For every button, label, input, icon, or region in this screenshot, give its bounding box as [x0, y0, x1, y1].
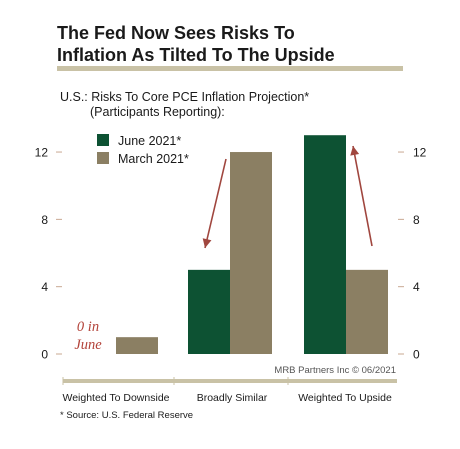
- bar-march-0: [116, 337, 158, 354]
- annotation-line-1: 0 in: [77, 319, 99, 335]
- title-divider: [57, 66, 403, 71]
- y-tick-label-right: 8: [413, 213, 420, 227]
- legend-label: June 2021*: [118, 134, 181, 148]
- arrow-down-head: [202, 238, 212, 248]
- subtitle-line-2: (Participants Reporting):: [90, 105, 225, 119]
- bar-march-1: [230, 152, 272, 354]
- x-tick-label: Weighted To Downside: [62, 392, 169, 404]
- chart-title-line-1: The Fed Now Sees Risks To: [57, 23, 295, 43]
- y-tick-label-left: 12: [35, 146, 49, 160]
- chart-title: The Fed Now Sees Risks To Inflation As T…: [57, 22, 417, 66]
- arrow-up-head: [350, 146, 360, 156]
- chart-subtitle: U.S.: Risks To Core PCE Inflation Projec…: [60, 90, 309, 120]
- bar-june-2: [304, 135, 346, 354]
- x-tick-label: Weighted To Upside: [298, 392, 392, 404]
- y-tick-label-left: 0: [41, 348, 48, 362]
- subtitle-line-1: U.S.: Risks To Core PCE Inflation Projec…: [60, 90, 310, 104]
- chart-title-line-2: Inflation As Tilted To The Upside: [57, 45, 335, 65]
- bar-june-1: [188, 269, 230, 354]
- y-tick-label-left: 4: [41, 280, 48, 294]
- y-tick-label-right: 4: [413, 280, 420, 294]
- y-tick-label-right: 12: [413, 146, 427, 160]
- legend-label: March 2021*: [118, 152, 189, 166]
- legend-swatch: [97, 134, 109, 146]
- bar-march-2: [346, 269, 388, 354]
- y-tick-label-left: 8: [41, 213, 48, 227]
- y-tick-label-right: 0: [413, 348, 420, 362]
- chart-credit: MRB Partners Inc © 06/2021: [274, 365, 396, 376]
- annotation-line-2: June: [74, 337, 102, 353]
- x-tick-label: Broadly Similar: [197, 392, 268, 404]
- arrow-up: [352, 145, 373, 247]
- legend-swatch: [97, 152, 109, 164]
- arrow-down: [204, 158, 227, 249]
- source-footnote: * Source: U.S. Federal Reserve: [60, 410, 194, 421]
